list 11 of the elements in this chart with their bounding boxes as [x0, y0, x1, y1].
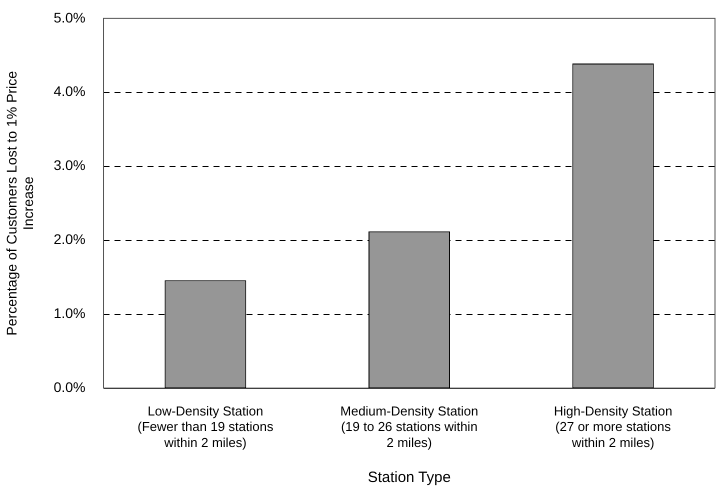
y-tick-label: 2.0% [54, 231, 86, 248]
y-tick-label: 0.0% [54, 379, 86, 396]
y-tick-label: 1.0% [54, 305, 86, 322]
y-tick-label: 5.0% [54, 9, 86, 26]
x-tick-label: Low-Density Station (Fewer than 19 stations within 2 miles) [137, 404, 274, 450]
x-tick-label: Medium-Density Station (19 to 26 stations within 2 miles) [340, 404, 478, 450]
y-tick-label: 3.0% [54, 157, 86, 174]
y-tick-label: 4.0% [54, 83, 86, 100]
x-tick-label: High-Density Station (27 or more stations within 2 miles) [554, 404, 672, 450]
y-axis-title: Percentage of Customers Lost to 1% Price Increase [3, 70, 36, 336]
x-axis-title: Station Type [368, 469, 451, 486]
